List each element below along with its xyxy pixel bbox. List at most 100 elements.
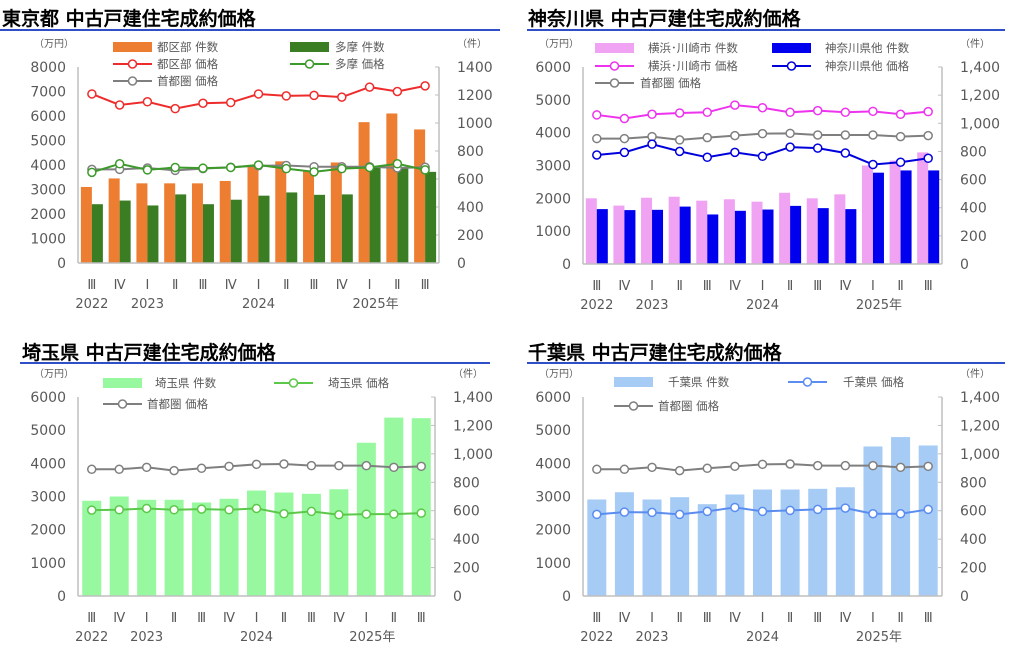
y-tick-right: 800 (960, 144, 987, 160)
line-point (730, 147, 740, 158)
bar-2 (596, 209, 608, 264)
line-point (840, 460, 851, 471)
line-point (895, 131, 906, 142)
bar-1 (613, 205, 625, 264)
legend-label: 都区部 件数 (157, 40, 219, 54)
line-point (619, 464, 630, 475)
bar-1 (808, 488, 828, 596)
x-tick-quarter: Ⅲ (592, 611, 601, 626)
x-tick-quarter: Ⅰ (871, 611, 875, 626)
bar-1 (82, 500, 102, 596)
line-point (87, 89, 97, 99)
legend-marker (288, 378, 299, 388)
line-point (840, 130, 851, 140)
line-point (619, 507, 630, 517)
line-point (364, 82, 375, 92)
x-tick-year: 2022 (75, 297, 108, 312)
y-axis-right-unit: （件） (960, 368, 990, 380)
line-point (306, 460, 317, 471)
bar-1 (109, 496, 129, 596)
bar-1 (641, 197, 653, 264)
y-tick-right: 800 (453, 475, 480, 491)
legend-label: 埼玉県 価格 (328, 376, 390, 390)
line-point (895, 157, 906, 167)
y-tick-left: 4000 (535, 456, 571, 472)
x-tick-quarter: Ⅱ (283, 278, 289, 293)
line-point (253, 160, 264, 170)
line-point (251, 503, 262, 514)
line-point (785, 505, 795, 516)
bar-2 (175, 194, 187, 263)
bar-1 (219, 180, 231, 263)
line-point (279, 508, 289, 519)
y-tick-left: 1000 (535, 556, 571, 572)
x-tick-year: 2025年 (353, 297, 399, 312)
legend-swatch (772, 43, 811, 53)
x-tick-year: 2025年 (856, 630, 902, 645)
legend-label: 多摩 価格 (335, 57, 385, 71)
line-point (389, 462, 399, 473)
line-point (619, 147, 630, 158)
bar-2 (652, 209, 664, 264)
line-point (86, 464, 97, 475)
y-tick-right: 1,000 (960, 116, 1000, 132)
bar-1 (670, 497, 690, 596)
y-tick-left: 3000 (535, 490, 571, 506)
bar-1 (358, 122, 370, 263)
line-point (337, 92, 347, 102)
bar-1 (723, 199, 735, 264)
legend-swatch (103, 378, 142, 388)
x-tick-quarter: Ⅳ (333, 611, 345, 626)
y-tick-right: 600 (960, 504, 987, 520)
legend-label: 横浜･川崎市 件数 (648, 41, 738, 55)
bar-1 (219, 498, 239, 596)
bar-1 (356, 442, 376, 596)
bar-1 (668, 196, 680, 264)
x-tick-quarter: Ⅲ (421, 278, 430, 293)
y-tick-left: 1000 (535, 224, 571, 240)
x-tick-quarter: Ⅲ (703, 611, 712, 626)
chart-title: 千葉県 中古戸建住宅成約価格 (528, 342, 782, 364)
x-tick-quarter: Ⅱ (676, 279, 682, 294)
bar-2 (734, 210, 746, 264)
bar-2 (707, 214, 719, 264)
line-point (196, 504, 207, 514)
bar-1 (247, 490, 266, 596)
legend-marker (609, 78, 620, 88)
legend-swatch (595, 43, 634, 53)
line-point (702, 132, 713, 143)
y-tick-left: 4000 (30, 456, 66, 472)
bar-1 (835, 487, 855, 596)
line-point (364, 162, 375, 173)
x-tick-year: 2025年 (856, 298, 902, 313)
line-point (253, 89, 264, 99)
x-tick-quarter: Ⅱ (897, 611, 903, 626)
bar-1 (414, 129, 426, 263)
line-point (361, 460, 372, 471)
bar-2 (928, 170, 940, 264)
chart-title: 神奈川県 中古戸建住宅成約価格 (528, 8, 801, 30)
line-point (225, 97, 236, 108)
legend-label: 首都圏 価格 (157, 74, 219, 88)
title-underline (527, 29, 1005, 31)
legend-swatch (113, 42, 152, 52)
line-point (141, 503, 152, 514)
line-point (674, 135, 685, 145)
line-point (868, 159, 878, 170)
line-point (812, 460, 823, 471)
y-axis-left-unit: （万円） (539, 38, 579, 50)
y-tick-left: 6000 (30, 390, 66, 406)
line-point (392, 159, 403, 169)
x-tick-quarter: Ⅰ (255, 611, 259, 626)
bar-1 (889, 160, 901, 264)
y-tick-left: 5000 (535, 423, 571, 439)
bar-2 (230, 199, 242, 263)
x-tick-quarter: Ⅱ (171, 611, 177, 626)
line-point (812, 504, 823, 515)
line-point (647, 109, 657, 120)
bar-1 (164, 499, 184, 596)
x-tick-quarter: Ⅲ (924, 279, 933, 294)
bar-2 (119, 200, 131, 263)
x-tick-year: 2023 (635, 630, 668, 645)
legend-label: 神奈川県他 件数 (825, 41, 910, 55)
